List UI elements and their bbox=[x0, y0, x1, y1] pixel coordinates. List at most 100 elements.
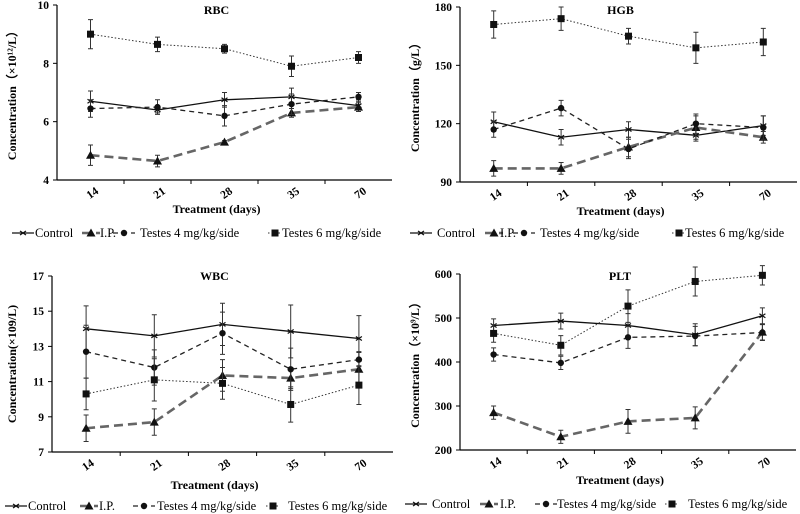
data-point bbox=[557, 15, 565, 23]
legend-item-testes-4: Testes 4 mg/kg/side bbox=[513, 226, 640, 240]
y-axis-label: Concentration(×109/L) bbox=[5, 305, 19, 423]
legend-marker-icon bbox=[12, 503, 20, 509]
legend-marker-icon bbox=[19, 230, 27, 236]
series-testes-6 bbox=[82, 358, 363, 423]
chart-plt: 200 300 400 500 600 14 21 28 35 70 PLT Treatment (d… bbox=[405, 265, 796, 511]
legend-item-testes-6: Testes 6 mg/kg/side bbox=[665, 497, 788, 511]
chart-rbc: 4 6 8 10 14 21 28 35 70 RBC Treatment (days) Concen… bbox=[4, 0, 392, 240]
legend-label: I.P. bbox=[99, 499, 115, 513]
y-axis-label: Concentration（×10¹²/L） bbox=[4, 25, 19, 160]
legend-marker-icon bbox=[542, 500, 550, 508]
legend-item-testes-6: Testes 6 mg/kg/side bbox=[268, 226, 382, 240]
series-testes-4 bbox=[87, 92, 362, 127]
data-point bbox=[87, 30, 94, 38]
x-axis-label: Treatment (days) bbox=[171, 478, 259, 492]
data-point bbox=[623, 416, 633, 425]
chart-title: HGB bbox=[607, 3, 634, 17]
legend-marker-icon bbox=[489, 228, 499, 237]
legend-marker-icon bbox=[520, 229, 528, 237]
data-point bbox=[691, 277, 699, 285]
y-tick-label: 120 bbox=[435, 119, 453, 131]
data-point bbox=[86, 150, 95, 159]
data-point bbox=[490, 21, 498, 28]
data-point bbox=[624, 334, 632, 341]
legend-item-ip: I.P. bbox=[485, 226, 516, 240]
y-tick-label: 300 bbox=[435, 401, 453, 413]
x-tick-label: 70 bbox=[757, 455, 774, 472]
chart-title: PLT bbox=[609, 269, 631, 283]
y-tick-label: 500 bbox=[435, 313, 453, 325]
data-point bbox=[624, 302, 632, 310]
x-tick-label: 21 bbox=[148, 457, 165, 474]
data-point bbox=[82, 390, 90, 398]
x-tick-label: 35 bbox=[690, 187, 707, 204]
x-tick-label: 28 bbox=[623, 187, 640, 204]
y-tick-label: 8 bbox=[43, 58, 49, 70]
data-point bbox=[150, 333, 158, 339]
legend-label: Testes 4 mg/kg/side bbox=[140, 226, 240, 240]
legend-marker-icon bbox=[269, 502, 277, 510]
data-point bbox=[355, 335, 363, 341]
y-tick-label: 400 bbox=[435, 357, 453, 369]
series-testes-6 bbox=[490, 6, 767, 64]
legend-marker-icon bbox=[668, 500, 676, 508]
y-tick-label: 13 bbox=[33, 341, 45, 353]
data-point bbox=[355, 54, 362, 61]
data-point bbox=[287, 366, 294, 373]
legend-label: Testes 6 mg/kg/side bbox=[688, 497, 788, 511]
data-point bbox=[221, 97, 228, 103]
data-point bbox=[287, 400, 295, 408]
data-point bbox=[355, 381, 363, 389]
x-tick-label: 70 bbox=[353, 185, 370, 202]
data-point bbox=[690, 413, 700, 422]
legend-marker-icon bbox=[412, 501, 420, 507]
legend-label: Control bbox=[437, 226, 476, 240]
x-tick-label: 70 bbox=[757, 187, 774, 204]
data-point bbox=[758, 271, 766, 279]
legend-label: Testes 4 mg/kg/side bbox=[157, 499, 257, 513]
data-point bbox=[287, 328, 295, 334]
y-tick-label: 600 bbox=[435, 269, 453, 281]
legend-label: Control bbox=[432, 497, 471, 511]
data-point bbox=[759, 313, 766, 319]
legend-label: Testes 6 mg/kg/side bbox=[685, 226, 785, 240]
legend-marker-icon bbox=[84, 501, 94, 510]
x-tick-label: 14 bbox=[85, 185, 102, 202]
data-point bbox=[219, 379, 226, 387]
data-point bbox=[355, 356, 363, 363]
data-point bbox=[149, 417, 159, 426]
data-point bbox=[489, 408, 499, 417]
series-line bbox=[85, 367, 360, 430]
chart-hgb: 90 120 150 180 14 21 28 35 70 HGB Treatment (days)… bbox=[407, 2, 797, 240]
x-tick-label: 35 bbox=[286, 185, 303, 202]
y-tick-label: 7 bbox=[38, 447, 44, 459]
legend-label: Testes 6 mg/kg/side bbox=[288, 499, 388, 513]
data-point bbox=[760, 124, 767, 131]
legend-label: I.P. bbox=[100, 226, 116, 240]
y-tick-label: 10 bbox=[38, 0, 50, 12]
x-axis-label: Treatment (days) bbox=[577, 204, 665, 218]
legend-marker-icon bbox=[675, 229, 683, 237]
series-testes-4 bbox=[82, 311, 363, 391]
legend-item-ip: I.P. bbox=[480, 497, 516, 511]
x-tick-label: 28 bbox=[217, 457, 234, 474]
y-axis-label: Concentration（×10⁹/L） bbox=[407, 296, 422, 428]
legend-marker-icon bbox=[271, 229, 279, 237]
legend-label: Testes 6 mg/kg/side bbox=[282, 226, 382, 240]
legend-item-control: Control bbox=[5, 499, 67, 513]
legend-label: Control bbox=[35, 226, 74, 240]
y-tick-label: 6 bbox=[43, 117, 49, 129]
legend-item-testes-4: Testes 4 mg/kg/side bbox=[113, 226, 240, 240]
data-point bbox=[557, 341, 565, 349]
series-testes-6 bbox=[490, 265, 766, 356]
data-point bbox=[625, 32, 632, 40]
y-axis-label: Concentration（g/L） bbox=[407, 37, 422, 152]
data-point bbox=[490, 126, 497, 133]
data-point bbox=[154, 40, 161, 48]
legend-marker-icon bbox=[484, 499, 494, 508]
legend-marker-icon bbox=[417, 230, 425, 236]
data-point bbox=[557, 359, 564, 367]
data-point bbox=[153, 156, 162, 165]
data-point bbox=[692, 44, 700, 52]
